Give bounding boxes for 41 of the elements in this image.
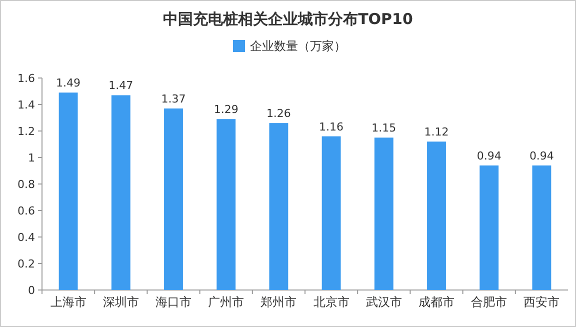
bar <box>322 136 341 290</box>
y-tick-label: 0.8 <box>18 178 35 191</box>
x-tick-label: 合肥市 <box>471 295 508 309</box>
data-label: 1.12 <box>424 126 449 139</box>
bar <box>374 138 394 290</box>
data-label: 1.29 <box>214 103 238 116</box>
data-label: 1.37 <box>161 92 186 106</box>
legend-label: 企业数量（万家） <box>250 39 346 53</box>
bar <box>532 165 552 290</box>
bar <box>216 119 236 290</box>
x-tick-label: 深圳市 <box>102 295 139 309</box>
bar <box>427 142 446 290</box>
x-tick-label: 西安市 <box>524 295 560 309</box>
y-tick-label: 0.4 <box>18 231 35 244</box>
data-label: 1.26 <box>266 107 291 120</box>
data-label: 1.15 <box>372 122 396 135</box>
bar <box>164 108 183 290</box>
bar <box>269 123 288 290</box>
data-label: 0.94 <box>476 149 502 162</box>
bar <box>58 92 78 290</box>
x-tick-label: 郑州市 <box>260 295 297 309</box>
data-label: 1.47 <box>108 79 134 92</box>
x-tick-label: 成都市 <box>418 295 454 309</box>
x-tick-label: 北京市 <box>313 295 350 309</box>
y-tick-label: 0 <box>28 284 35 297</box>
x-tick-label: 海口市 <box>156 295 192 309</box>
chart-title: 中国充电桩相关企业城市分布TOP10 <box>163 10 413 28</box>
data-label: 1.16 <box>319 120 344 134</box>
y-tick-label: 0.6 <box>18 204 35 218</box>
data-label: 0.94 <box>529 149 554 162</box>
y-tick-label: 1 <box>28 152 35 164</box>
x-tick-label: 上海市 <box>50 295 86 309</box>
x-tick-label: 广州市 <box>208 295 244 309</box>
y-tick-label: 1.6 <box>18 72 35 85</box>
y-tick-label: 1.4 <box>18 98 35 112</box>
y-tick-label: 1.2 <box>18 125 35 138</box>
data-label: 1.49 <box>56 76 81 90</box>
bar <box>111 95 130 290</box>
x-tick-label: 武汉市 <box>366 295 402 309</box>
bar <box>480 165 499 290</box>
y-tick-label: 0.2 <box>18 258 35 270</box>
